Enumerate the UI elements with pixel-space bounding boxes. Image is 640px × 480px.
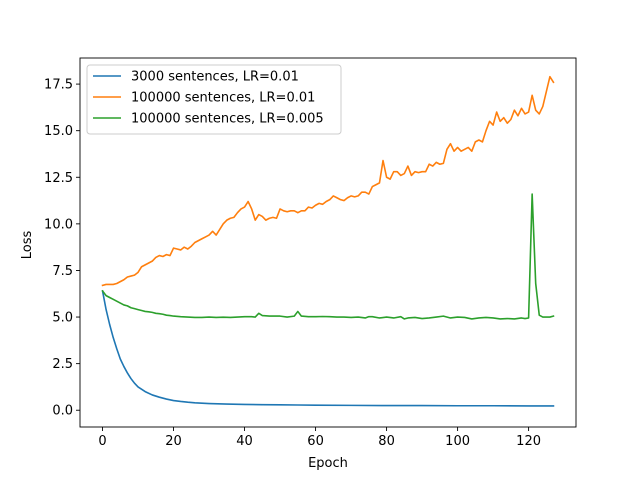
y-tick-label: 0.0 — [52, 404, 73, 419]
y-tick-label: 2.5 — [52, 357, 73, 372]
x-tick-label: 100 — [445, 434, 470, 449]
y-tick-label: 10.0 — [44, 217, 73, 232]
x-tick-label: 60 — [307, 434, 324, 449]
y-tick-label: 17.5 — [44, 78, 73, 93]
y-tick-label: 7.5 — [52, 264, 73, 279]
series-line-2 — [101, 75, 555, 287]
x-tick-label: 80 — [378, 434, 395, 449]
y-tick-label: 12.5 — [44, 171, 73, 186]
legend: 3000 sentences, LR=0.01 100000 sentences,… — [86, 64, 342, 135]
axes: 0 20 40 60 80 100 120 0.0 2.5 5.0 7.5 10.0 12.5 15.0 1… — [44, 57, 577, 449]
legend-label: 100000 sentences, LR=0.01 — [131, 91, 315, 106]
legend-box — [86, 64, 342, 135]
plot-frame — [79, 57, 577, 428]
x-tick-label: 120 — [516, 434, 541, 449]
x-axis-title: Epoch — [308, 456, 348, 471]
x-tick-label: 0 — [98, 434, 106, 449]
x-tick-label: 40 — [236, 434, 253, 449]
series-line-3 — [101, 193, 555, 320]
legend-label: 100000 sentences, LR=0.005 — [131, 112, 324, 127]
legend-label: 3000 sentences, LR=0.01 — [131, 70, 299, 85]
y-tick-label: 5.0 — [52, 311, 73, 326]
y-axis-title: Loss — [20, 231, 35, 260]
plot-area — [101, 75, 555, 407]
x-tick-label: 20 — [165, 434, 182, 449]
series-line-1 — [101, 290, 555, 407]
y-tick-label: 15.0 — [44, 124, 73, 139]
